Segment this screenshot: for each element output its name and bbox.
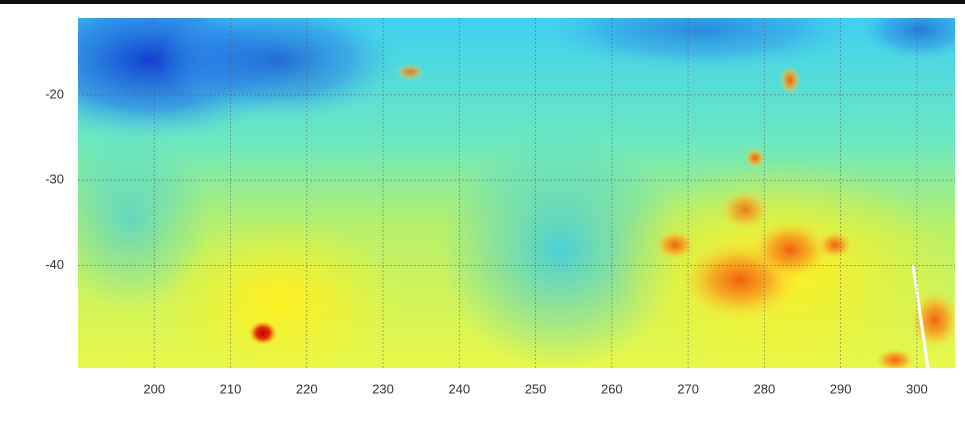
heatmap xyxy=(0,0,965,380)
x-tick-label: 200 xyxy=(143,381,165,396)
x-tick-label: 290 xyxy=(830,381,852,396)
x-tick-label: 260 xyxy=(601,381,623,396)
y-tick-label: -20 xyxy=(45,86,64,101)
y-tick-label: -40 xyxy=(45,257,64,272)
y-tick-label: -30 xyxy=(45,172,64,187)
x-tick-label: 210 xyxy=(220,381,242,396)
x-tick-label: 220 xyxy=(296,381,318,396)
x-tick-label: 230 xyxy=(372,381,394,396)
x-tick-label: 280 xyxy=(753,381,775,396)
map-figure: 200 210 220 230 240 250 260 270 280 290 300 -20 -30 -… xyxy=(0,0,965,417)
x-tick-label: 270 xyxy=(677,381,699,396)
x-tick-label: 250 xyxy=(525,381,547,396)
x-tick-label: 300 xyxy=(906,381,928,396)
top-border xyxy=(0,0,965,4)
x-tick-label: 240 xyxy=(448,381,470,396)
